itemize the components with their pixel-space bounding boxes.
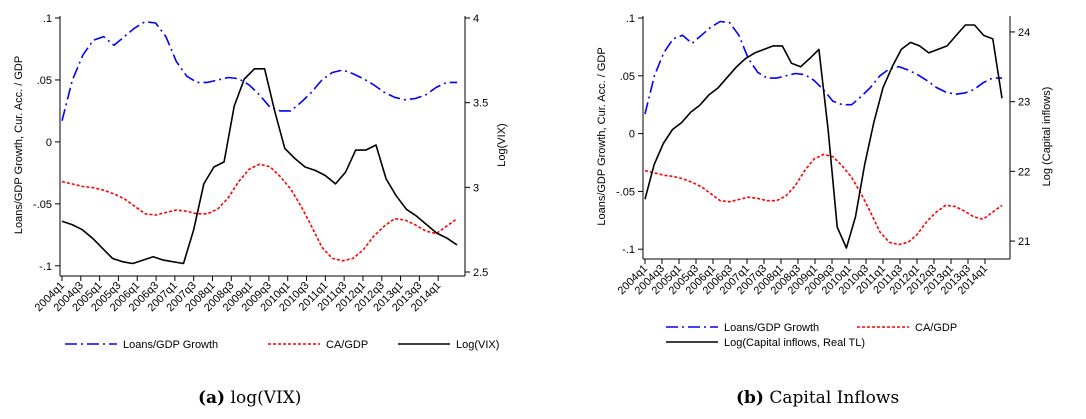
left-tick-label: 0: [46, 137, 52, 149]
series-line-0: [644, 20, 1002, 115]
left-tick-label: .05: [620, 71, 635, 83]
legend-label-2: Log(Capital inflows, Real TL): [724, 337, 865, 349]
left-tick-label: -.1: [39, 261, 52, 273]
right-tick-label: 4: [473, 13, 479, 25]
y-axis-label-left: Loans/GDP Growth, Cur. Acc. / GDP: [13, 56, 25, 234]
panel-a: .1.050-.05-.143.532.52004q12004q32005q12…: [13, 13, 508, 351]
right-tick-label: 21: [1018, 236, 1030, 248]
caption-a-letter: (a): [198, 388, 226, 408]
legend-label-0: Loans/GDP Growth: [123, 339, 218, 351]
left-tick-label: 0: [629, 129, 635, 141]
right-tick-label: 3: [473, 182, 479, 194]
series-line-2: [644, 24, 1003, 249]
panel-b: .1.050-.05-.1242322212004q12004q32005q12…: [596, 13, 1053, 349]
right-tick-label: 24: [1018, 27, 1030, 39]
y-axis-label-right: Log (Capital inflows): [1041, 87, 1053, 187]
series-line-1: [61, 163, 458, 262]
right-tick-label: 2.5: [473, 267, 488, 279]
legend-label-1: CA/GDP: [915, 322, 957, 334]
series-line-1: [644, 153, 1003, 246]
legend-label-0: Loans/GDP Growth: [724, 322, 819, 334]
right-tick-label: 3.5: [473, 98, 488, 110]
series-line-2: [61, 68, 458, 265]
right-tick-label: 22: [1018, 166, 1030, 178]
legend-label-2: Log(VIX): [456, 339, 499, 351]
left-tick-label: .1: [43, 13, 52, 25]
y-axis-label-right: Log(VIX): [496, 123, 508, 166]
caption-b-text: Capital Inflows: [769, 388, 900, 408]
caption-a: (a) log(VIX): [198, 388, 301, 408]
legend-label-1: CA/GDP: [326, 339, 368, 351]
left-tick-label: -.05: [616, 186, 635, 198]
left-tick-label: .05: [37, 75, 52, 87]
caption-b: (b) Capital Inflows: [736, 388, 899, 408]
right-tick-label: 23: [1018, 97, 1030, 109]
left-tick-label: -.05: [33, 199, 52, 211]
y-axis-label-left: Loans/GDP Growth, Cur. Acc. / GDP: [596, 47, 608, 225]
caption-b-letter: (b): [736, 388, 764, 408]
left-tick-label: -.1: [622, 244, 635, 256]
series-line-0: [61, 20, 457, 121]
caption-a-text: log(VIX): [230, 388, 302, 408]
left-tick-label: .1: [626, 13, 635, 25]
